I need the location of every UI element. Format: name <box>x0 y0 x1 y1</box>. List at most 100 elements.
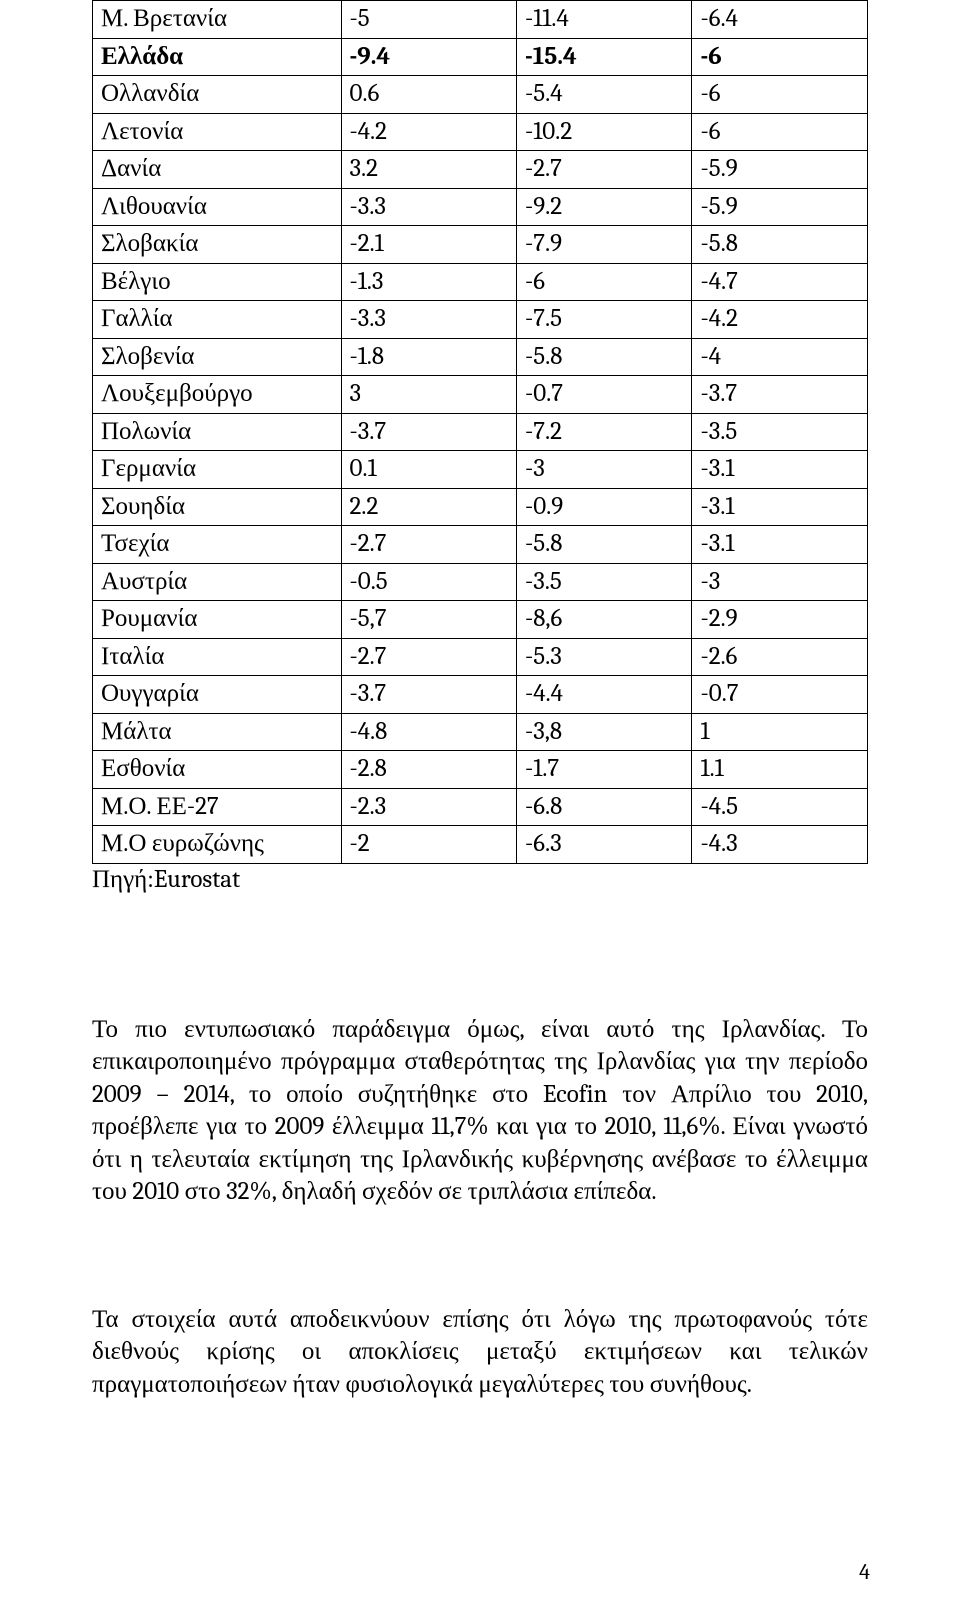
table-cell: -9.4 <box>341 38 516 76</box>
paragraph-ireland: Το πιο εντυπωσιακό παράδειγμα όμως, είνα… <box>92 1014 868 1209</box>
table-cell: -4.4 <box>516 676 691 714</box>
table-cell: Αυστρία <box>93 563 342 601</box>
table-cell: -2.9 <box>692 601 868 639</box>
table-cell: -6 <box>692 76 868 114</box>
table-cell: -7.9 <box>516 226 691 264</box>
table-cell: -6 <box>692 38 868 76</box>
table-cell: -3.7 <box>341 676 516 714</box>
table-cell: Μ. Βρετανία <box>93 1 342 39</box>
table-cell: Μ.Ο. ΕΕ-27 <box>93 788 342 826</box>
table-cell: 3.2 <box>341 151 516 189</box>
table-row: Δανία3.2-2.7-5.9 <box>93 151 868 189</box>
table-cell: -6.3 <box>516 826 691 864</box>
table-cell: -3.3 <box>341 301 516 339</box>
table-cell: Ρουμανία <box>93 601 342 639</box>
table-cell: -3 <box>692 563 868 601</box>
table-cell: -4 <box>692 338 868 376</box>
table-cell: 3 <box>341 376 516 414</box>
table-cell: Γερμανία <box>93 451 342 489</box>
table-cell: -7.2 <box>516 413 691 451</box>
table-cell: -3 <box>516 451 691 489</box>
table-cell: -15.4 <box>516 38 691 76</box>
table-row: Πολωνία-3.7-7.2-3.5 <box>93 413 868 451</box>
table-cell: -5.9 <box>692 151 868 189</box>
source-line: Πηγή:Eurostat <box>92 864 868 894</box>
deficit-table: Μ. Βρετανία-5-11.4-6.4Ελλάδα-9.4-15.4-6Ο… <box>92 0 868 864</box>
table-row: Μ. Βρετανία-5-11.4-6.4 <box>93 1 868 39</box>
table-cell: Ιταλία <box>93 638 342 676</box>
table-cell: -5.3 <box>516 638 691 676</box>
table-cell: -3.1 <box>692 488 868 526</box>
table-cell: -5,7 <box>341 601 516 639</box>
table-cell: Ελλάδα <box>93 38 342 76</box>
table-row: Μ.Ο ευρωζώνης-2-6.3-4.3 <box>93 826 868 864</box>
table-cell: -0.7 <box>516 376 691 414</box>
table-cell: -7.5 <box>516 301 691 339</box>
table-cell: -0.7 <box>692 676 868 714</box>
table-cell: -5.8 <box>516 526 691 564</box>
table-cell: -5 <box>341 1 516 39</box>
table-row: Σουηδία2.2-0.9-3.1 <box>93 488 868 526</box>
table-row: Ελλάδα-9.4-15.4-6 <box>93 38 868 76</box>
table-cell: -10.2 <box>516 113 691 151</box>
table-cell: -3.5 <box>516 563 691 601</box>
table-cell: -2.6 <box>692 638 868 676</box>
table-row: Εσθονία-2.8-1.71.1 <box>93 751 868 789</box>
table-cell: -3.5 <box>692 413 868 451</box>
table-cell: 0.1 <box>341 451 516 489</box>
page-number: 4 <box>859 1559 870 1585</box>
table-cell: Μ.Ο ευρωζώνης <box>93 826 342 864</box>
table-cell: Λιθουανία <box>93 188 342 226</box>
table-cell: -6.8 <box>516 788 691 826</box>
table-cell: Σλοβακία <box>93 226 342 264</box>
table-cell: -1.3 <box>341 263 516 301</box>
document-page: Μ. Βρετανία-5-11.4-6.4Ελλάδα-9.4-15.4-6Ο… <box>0 0 960 1607</box>
table-cell: -3.3 <box>341 188 516 226</box>
table-cell: -5.8 <box>516 338 691 376</box>
table-row: Λουξεμβούργο3-0.7-3.7 <box>93 376 868 414</box>
table-cell: -3.7 <box>341 413 516 451</box>
table-cell: -5.8 <box>692 226 868 264</box>
table-cell: -4.2 <box>341 113 516 151</box>
table-cell: -3,8 <box>516 713 691 751</box>
paragraph-conclusion: Τα στοιχεία αυτά αποδεικνύουν επίσης ότι… <box>92 1304 868 1402</box>
table-row: Ολλανδία0.6-5.4-6 <box>93 76 868 114</box>
table-cell: 0.6 <box>341 76 516 114</box>
table-cell: 1 <box>692 713 868 751</box>
table-cell: -5.9 <box>692 188 868 226</box>
table-cell: -0.9 <box>516 488 691 526</box>
table-cell: Σουηδία <box>93 488 342 526</box>
table-cell: -4.5 <box>692 788 868 826</box>
table-cell: -1.8 <box>341 338 516 376</box>
table-cell: -4.8 <box>341 713 516 751</box>
table-row: Ουγγαρία-3.7-4.4-0.7 <box>93 676 868 714</box>
table-cell: -2.1 <box>341 226 516 264</box>
table-row: Γαλλία-3.3-7.5-4.2 <box>93 301 868 339</box>
table-row: Γερμανία0.1-3-3.1 <box>93 451 868 489</box>
table-cell: -9.2 <box>516 188 691 226</box>
table-cell: -4.2 <box>692 301 868 339</box>
table-row: Μάλτα-4.8-3,81 <box>93 713 868 751</box>
table-row: Λετονία-4.2-10.2-6 <box>93 113 868 151</box>
table-row: Ρουμανία-5,7-8,6-2.9 <box>93 601 868 639</box>
table-row: Μ.Ο. ΕΕ-27-2.3-6.8-4.5 <box>93 788 868 826</box>
table-cell: -2.7 <box>341 526 516 564</box>
table-row: Αυστρία-0.5-3.5-3 <box>93 563 868 601</box>
table-cell: -6.4 <box>692 1 868 39</box>
table-cell: Γαλλία <box>93 301 342 339</box>
table-cell: -6 <box>516 263 691 301</box>
table-cell: -8,6 <box>516 601 691 639</box>
table-cell: 2.2 <box>341 488 516 526</box>
table-cell: Ουγγαρία <box>93 676 342 714</box>
table-cell: -11.4 <box>516 1 691 39</box>
table-cell: -3.1 <box>692 451 868 489</box>
table-cell: 1.1 <box>692 751 868 789</box>
table-cell: Ολλανδία <box>93 76 342 114</box>
table-cell: Λουξεμβούργο <box>93 376 342 414</box>
table-cell: -4.3 <box>692 826 868 864</box>
table-cell: Βέλγιο <box>93 263 342 301</box>
table-cell: Πολωνία <box>93 413 342 451</box>
table-cell: -3.7 <box>692 376 868 414</box>
table-row: Ιταλία-2.7-5.3-2.6 <box>93 638 868 676</box>
table-cell: Σλοβενία <box>93 338 342 376</box>
